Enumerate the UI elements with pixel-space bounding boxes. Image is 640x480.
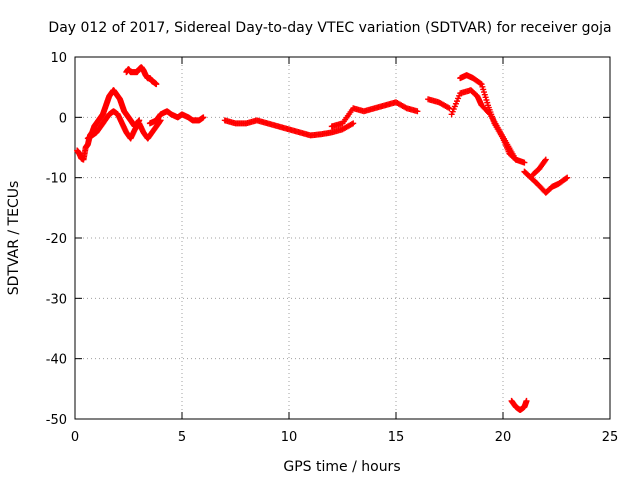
- data-point: [446, 105, 453, 112]
- data-point: [153, 81, 160, 88]
- data-point: [521, 159, 528, 166]
- data-point: [541, 157, 548, 164]
- x-axis-label: GPS time / hours: [283, 459, 400, 475]
- grid-lines: [75, 57, 610, 419]
- x-tick-label: 25: [602, 430, 619, 445]
- x-tick-label: 20: [495, 430, 512, 445]
- y-tick-label: 0: [59, 111, 67, 126]
- y-axis-label: SDTVAR / TECUs: [6, 181, 22, 296]
- series-arc-afternoon: [328, 99, 421, 130]
- series-arc-midday-long: [221, 117, 357, 139]
- y-tick-label: -40: [46, 353, 67, 368]
- data-point: [414, 108, 421, 115]
- data-point: [512, 156, 519, 163]
- series-arc-morning-rise: [74, 87, 143, 163]
- series-arc-late: [521, 168, 571, 196]
- data-point: [350, 120, 357, 127]
- data-point: [542, 156, 549, 163]
- data-point: [564, 174, 571, 181]
- y-tick-label: -20: [46, 232, 67, 247]
- series-arc-evening-b: [448, 87, 519, 163]
- series-arc-lower-wave: [84, 108, 164, 142]
- chart-title: Day 012 of 2017, Sidereal Day-to-day VTE…: [48, 20, 611, 36]
- series-arc-late-short: [529, 156, 549, 178]
- series-arc-evening-a: [425, 96, 453, 112]
- y-tick-label: -10: [46, 172, 67, 187]
- data-point: [563, 175, 570, 182]
- axis-ticks: 0 5 10 15 20 25 -50 -40 -30 -20 -10 0 10: [46, 51, 619, 445]
- data-point: [486, 110, 493, 117]
- data-point: [477, 80, 484, 87]
- x-tick-label: 10: [281, 430, 298, 445]
- series-arc-top-spike: [123, 64, 160, 88]
- y-tick-label: 10: [50, 51, 67, 66]
- data-point: [200, 114, 207, 121]
- data-point: [523, 397, 530, 404]
- y-tick-label: -50: [46, 413, 67, 428]
- data-series: [74, 64, 571, 413]
- x-tick-label: 0: [71, 430, 79, 445]
- y-tick-label: -30: [46, 292, 67, 307]
- series-arc-outlier: [508, 397, 530, 413]
- series-arc-mid-day: [146, 108, 207, 127]
- x-tick-label: 15: [388, 430, 405, 445]
- x-tick-label: 5: [178, 430, 186, 445]
